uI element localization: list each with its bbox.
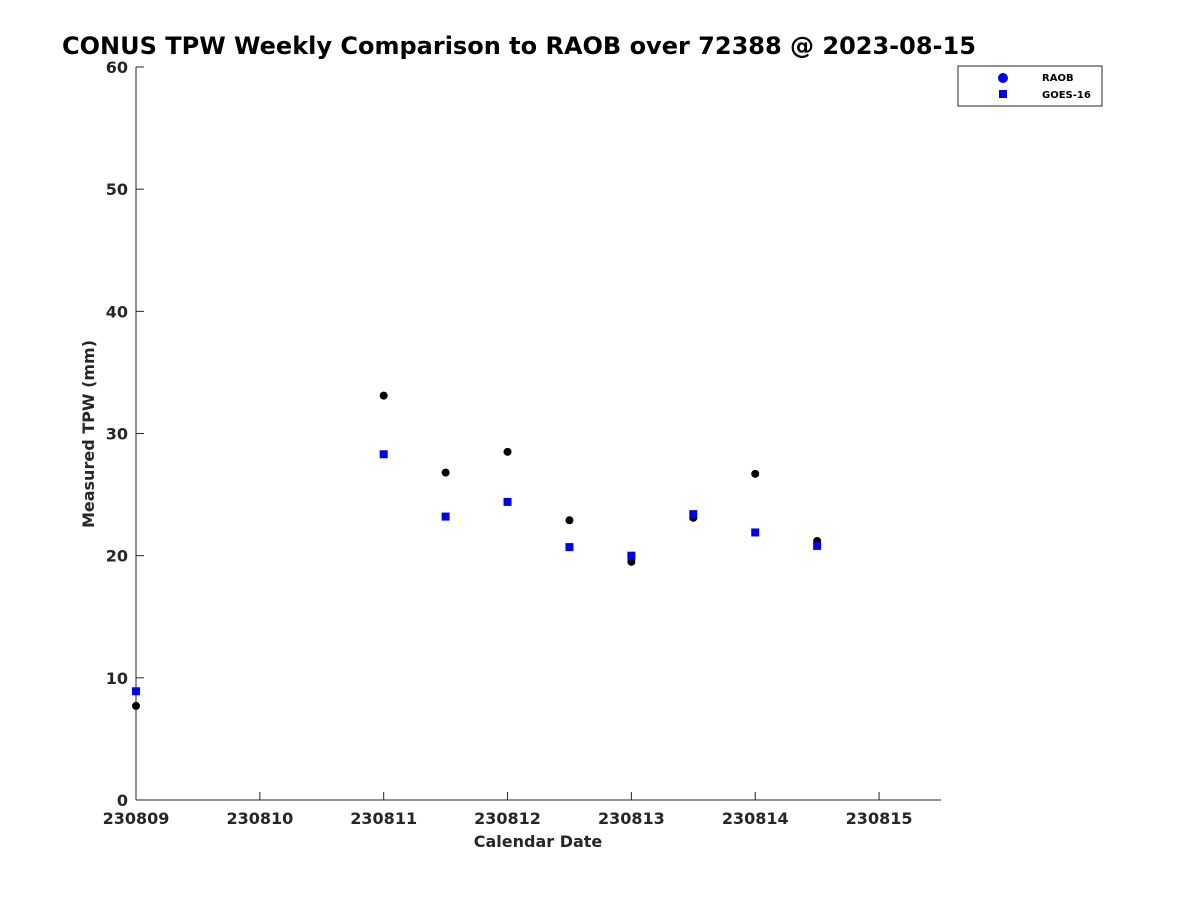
x-tick-label: 230811 (350, 809, 417, 828)
raob-point (503, 447, 512, 456)
legend-goes16-marker (999, 90, 1007, 98)
raob-point (751, 469, 760, 478)
data-series (132, 391, 822, 710)
goes16-point (689, 510, 698, 519)
legend-raob-label: RAOB (1042, 73, 1074, 84)
legend: RAOB GOES-16 (957, 65, 1103, 107)
x-tick-label: 230810 (226, 809, 293, 828)
y-tick-label: 50 (106, 180, 128, 199)
raob-point (379, 391, 388, 400)
x-tick-label: 230814 (722, 809, 789, 828)
raob-point (132, 701, 140, 710)
x-tick-label: 230812 (474, 809, 541, 828)
chart-title: CONUS TPW Weekly Comparison to RAOB over… (62, 32, 976, 60)
x-ticks: 230809 230810 230811 230812 230813 230814 2308… (103, 792, 913, 828)
y-tick-label: 0 (117, 791, 128, 810)
raob-point (441, 468, 450, 477)
y-tick-label: 10 (106, 669, 128, 688)
goes16-point (379, 450, 388, 459)
x-axis-label: Calendar Date (474, 832, 603, 851)
y-tick-label: 40 (106, 302, 128, 321)
series-raob (132, 391, 822, 710)
goes16-point (441, 512, 450, 521)
x-tick-label: 230815 (846, 809, 913, 828)
y-tick-label: 20 (106, 547, 128, 566)
series-goes-16 (132, 450, 822, 696)
raob-point (565, 516, 574, 525)
x-tick-label: 230813 (598, 809, 665, 828)
legend-raob-marker (998, 73, 1008, 83)
legend-box (957, 65, 1103, 107)
y-tick-label: 60 (106, 58, 128, 77)
goes16-point (565, 543, 574, 552)
x-tick-label: 230809 (103, 809, 170, 828)
legend-goes16-label: GOES-16 (1042, 90, 1091, 101)
goes16-point (751, 528, 760, 537)
goes16-point (503, 497, 512, 506)
goes16-point (132, 687, 140, 696)
goes16-point (813, 541, 822, 550)
y-ticks: 0 10 20 30 40 50 60 (106, 58, 144, 810)
plot-axes (135, 67, 941, 801)
raob-point (627, 557, 636, 566)
y-axis-label: Measured TPW (mm) (79, 340, 98, 528)
goes16-point (627, 551, 636, 560)
y-tick-label: 30 (106, 425, 128, 444)
